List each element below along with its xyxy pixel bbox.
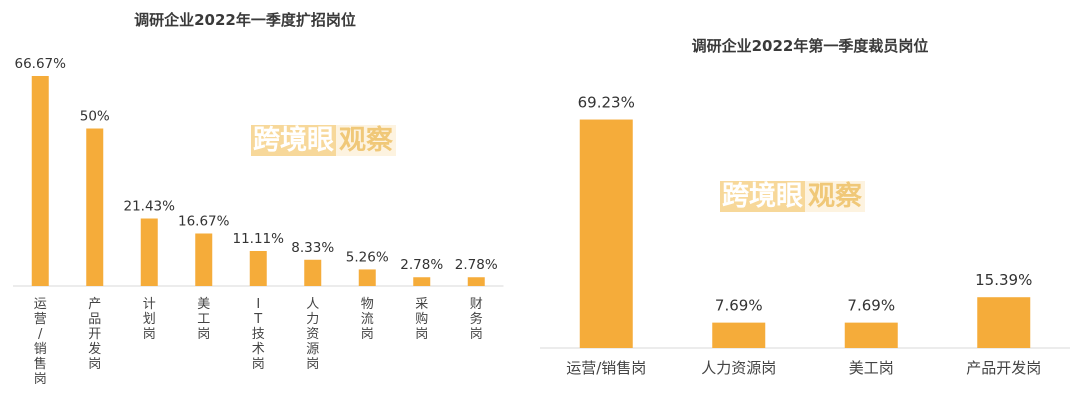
right-bar [712,322,766,348]
left-category-label: 技 [252,327,265,342]
right-category-label: 产品开发岗 [966,359,1041,377]
left-category-label: 物 [361,297,374,312]
right-category-label: 人力资源岗 [701,359,776,377]
left-watermark: 跨境眼 观察 [251,121,396,161]
left-chart-panel: 调研企业2022年一季度扩招岗位 跨境眼 观察 66.67% 运营 / 销售岗 50% 产品… [13,11,504,387]
left-chart-title: 调研企业2022年一季度扩招岗位 [134,11,356,29]
left-category-label: 品 [88,312,101,327]
left-category-label: 岗 [88,357,101,372]
left-category-label: 岗 [34,372,47,387]
left-category-label: 岗 [252,357,265,372]
right-bar [844,322,898,348]
left-category-label: 工 [197,312,210,327]
left-value-label: 5.26% [346,249,389,265]
left-value-label: 2.78% [400,257,443,273]
right-value-label: 15.39% [975,271,1032,289]
left-category-label: T [253,312,262,327]
left-category-label: 美 [197,297,210,312]
right-category-label: 运营/销售岗 [566,359,646,377]
left-category-label: 资 [306,327,319,342]
left-value-label: 66.67% [15,56,67,72]
left-category-label: 岗 [143,327,156,342]
left-bar [467,277,485,286]
right-value-label: 69.23% [578,94,635,112]
left-bar [304,259,322,286]
right-watermark-part-b: 观察 [805,181,865,212]
left-category-label: 力 [306,312,319,327]
left-category-label: 岗 [361,327,374,342]
left-category-label: 运 [34,297,47,312]
left-bar [140,218,158,286]
left-category-label: I [256,297,260,312]
left-category-label: 开 [88,327,101,342]
left-value-label: 11.11% [233,231,285,247]
left-value-label: 2.78% [455,257,498,273]
left-bar [86,128,104,286]
left-value-label: 8.33% [291,240,334,256]
left-watermark-part-a: 跨境眼 [251,125,336,156]
left-bar [31,75,49,286]
right-watermark-part-a: 跨境眼 [720,181,805,212]
right-value-label: 7.69% [847,297,895,315]
left-bar [358,269,376,286]
left-bar [249,251,267,286]
right-chart-title: 调研企业2022年第一季度裁员岗位 [691,37,929,55]
right-value-label: 7.69% [715,297,763,315]
left-category-label: 营 [34,312,47,327]
right-chart-panel: 调研企业2022年第一季度裁员岗位 跨境眼 观察 69.23% 运营/销售岗 7.69… [540,0,1080,406]
left-category-label: 产 [88,297,101,312]
right-bar [579,119,633,348]
left-value-label: 50% [80,109,110,125]
left-category-label: 销 [34,342,47,357]
left-category-label: 发 [88,341,101,357]
left-watermark-part-b: 观察 [336,125,396,156]
left-bar [413,277,431,286]
left-bar-chart: 66.67%运营/销售岗50%产品开发岗21.43%计划岗16.67%美工岗11… [13,56,504,387]
left-category-label: 人 [306,297,319,312]
left-value-label: 16.67% [178,213,230,229]
left-category-label: 术 [252,342,265,357]
left-category-label: 岗 [306,357,319,372]
left-category-label: 岗 [470,327,483,342]
right-category-label: 美工岗 [849,359,894,377]
left-value-label: 21.43% [124,198,176,214]
right-watermark: 跨境眼 观察 [720,177,865,217]
left-category-label: 务 [470,311,483,327]
left-category-label: 岗 [415,327,428,342]
left-category-label: 源 [306,342,319,357]
left-category-label: 岗 [197,327,210,342]
left-category-label: 售 [34,356,47,372]
left-bar [195,233,213,286]
left-category-label: / [38,327,43,342]
left-category-label: 购 [415,311,428,327]
left-category-label: 采 [415,297,428,312]
left-category-label: 流 [361,312,374,327]
right-bar [977,297,1031,348]
left-category-label: 划 [143,312,156,327]
left-category-label: 计 [143,297,156,312]
left-category-label: 财 [470,297,483,312]
right-bar-chart: 69.23% 运营/销售岗 7.69% 人力资源岗 7.69% 美工岗 15.39% 产品开发… [540,94,1070,377]
